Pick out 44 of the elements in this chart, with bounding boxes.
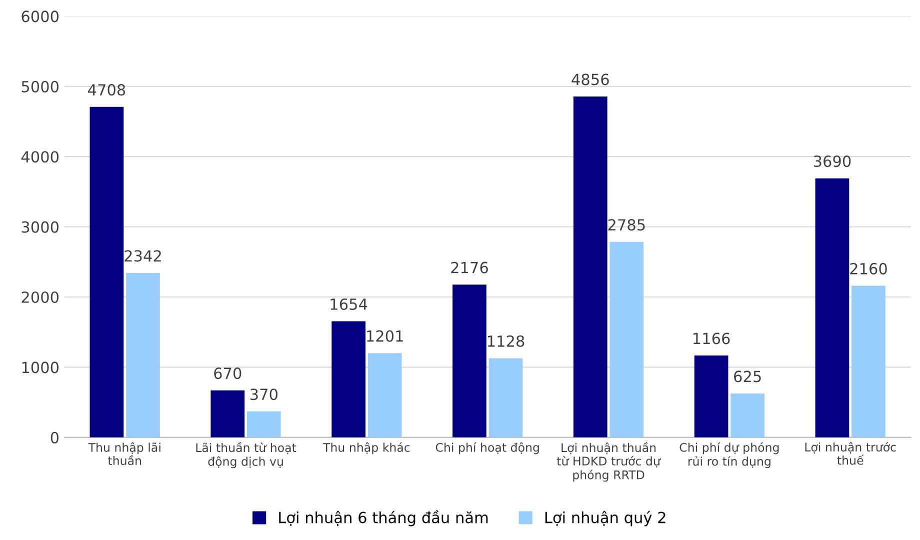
x-tick-label: Chi phí dự phóng rủi ro tín dụng [680, 442, 779, 468]
data-label: 4708 [88, 84, 126, 96]
x-tick-label: Thu nhập lãi thuần [88, 442, 160, 466]
x-tick-label: Lợi nhuận trước thuế [805, 442, 896, 465]
bar [332, 321, 366, 438]
data-label: 1166 [694, 332, 730, 344]
y-tick-label: 4000 [21, 151, 59, 163]
data-label: 1654 [330, 298, 368, 310]
y-tick-label: 1000 [22, 362, 59, 374]
data-label: 3690 [814, 156, 851, 168]
y-tick-label: 2000 [22, 291, 59, 304]
bar [573, 96, 608, 438]
x-tick-label: Thu nhập khác [322, 442, 410, 454]
y-tick-label: 5000 [22, 80, 59, 92]
bar [368, 353, 402, 438]
y-tick-label: 0 [50, 432, 59, 444]
bar [488, 358, 523, 438]
bar [815, 178, 850, 438]
bar [610, 242, 644, 438]
x-tick-label: Chi phí hoạt động [436, 442, 539, 454]
bar [246, 411, 281, 438]
bar [126, 272, 160, 438]
x-tick-label: Lợi nhuận thuần từ HDKD trước dự phóng RRTD [556, 442, 661, 482]
data-label: 1128 [488, 335, 524, 347]
bar [694, 356, 728, 438]
bar [452, 284, 486, 438]
data-label: 2176 [451, 262, 488, 274]
legend-label: Lợi nhuận quý 2 [545, 510, 666, 526]
x-tick-label: Lãi thuần từ hoạt động dịch vụ [196, 442, 296, 468]
bar [210, 390, 245, 438]
bar [852, 286, 886, 438]
bar [90, 106, 124, 438]
legend-label: Lợi nhuận 6 tháng đầu năm [279, 510, 488, 526]
y-tick-label: 6000 [22, 10, 59, 22]
data-label: 2160 [850, 262, 887, 274]
bar [730, 394, 764, 438]
data-label: 1201 [367, 330, 403, 342]
y-tick-label: 3000 [22, 221, 59, 233]
data-label: 2785 [608, 219, 645, 231]
data-label: 370 [250, 388, 278, 400]
data-label: 670 [214, 368, 242, 380]
data-label: 625 [734, 370, 761, 382]
data-label: 2342 [124, 250, 161, 262]
data-label: 4856 [572, 74, 609, 86]
